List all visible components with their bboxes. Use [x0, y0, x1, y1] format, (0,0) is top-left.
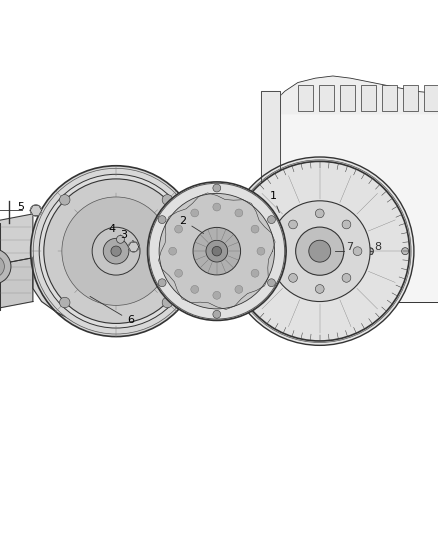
Circle shape [402, 248, 409, 255]
Circle shape [268, 279, 276, 287]
Circle shape [193, 228, 240, 275]
Polygon shape [261, 91, 280, 302]
Text: 4: 4 [108, 224, 120, 235]
Circle shape [289, 220, 297, 229]
Circle shape [309, 240, 331, 262]
Circle shape [206, 240, 228, 262]
Circle shape [268, 216, 276, 223]
Circle shape [401, 248, 408, 255]
Circle shape [60, 297, 70, 308]
Bar [319, 85, 334, 111]
Circle shape [315, 285, 324, 293]
Circle shape [0, 255, 4, 278]
Circle shape [235, 286, 243, 293]
Circle shape [269, 201, 370, 302]
Circle shape [278, 247, 286, 255]
Circle shape [316, 163, 323, 170]
Circle shape [213, 203, 221, 211]
Text: 1: 1 [269, 191, 279, 213]
Circle shape [175, 225, 183, 233]
Circle shape [0, 249, 11, 284]
Text: 5: 5 [18, 203, 30, 213]
Circle shape [128, 241, 139, 252]
Circle shape [315, 209, 324, 218]
Circle shape [251, 225, 259, 233]
Circle shape [39, 174, 193, 328]
Text: 6: 6 [90, 296, 134, 326]
Circle shape [213, 292, 221, 299]
Circle shape [175, 269, 183, 277]
Circle shape [257, 247, 265, 255]
Polygon shape [0, 214, 33, 266]
Text: 3: 3 [120, 230, 134, 241]
Circle shape [158, 216, 166, 223]
Circle shape [162, 195, 173, 205]
Circle shape [226, 157, 414, 345]
Circle shape [149, 183, 285, 319]
Circle shape [212, 246, 222, 256]
Circle shape [111, 246, 121, 256]
Circle shape [274, 174, 281, 181]
Circle shape [235, 209, 243, 217]
Text: 2: 2 [180, 215, 204, 233]
Polygon shape [30, 206, 42, 215]
Circle shape [243, 290, 250, 297]
Circle shape [169, 247, 177, 255]
Bar [298, 85, 313, 111]
Circle shape [390, 205, 397, 212]
Circle shape [342, 273, 351, 282]
Circle shape [289, 273, 297, 282]
Circle shape [31, 166, 201, 336]
Polygon shape [33, 183, 116, 324]
Text: 8: 8 [374, 242, 381, 252]
Circle shape [367, 248, 374, 255]
Circle shape [162, 297, 173, 308]
Polygon shape [261, 91, 438, 302]
Polygon shape [0, 258, 33, 310]
Bar [382, 85, 397, 111]
Circle shape [158, 279, 166, 287]
Circle shape [274, 321, 281, 328]
Circle shape [103, 238, 129, 264]
Circle shape [33, 168, 199, 334]
Bar [403, 85, 418, 111]
Circle shape [390, 290, 397, 297]
Circle shape [213, 310, 221, 318]
Circle shape [159, 193, 275, 309]
Circle shape [359, 174, 366, 181]
Bar [424, 85, 438, 111]
Circle shape [44, 179, 188, 324]
Circle shape [231, 248, 238, 255]
Circle shape [342, 220, 351, 229]
Circle shape [353, 247, 362, 255]
Circle shape [191, 286, 199, 293]
Circle shape [251, 269, 259, 277]
Polygon shape [128, 242, 139, 252]
Circle shape [213, 184, 221, 192]
Circle shape [92, 227, 140, 275]
Circle shape [316, 333, 323, 340]
Circle shape [359, 321, 366, 328]
Circle shape [296, 227, 344, 275]
Circle shape [230, 161, 410, 341]
Circle shape [191, 209, 199, 217]
Bar [361, 85, 376, 111]
Circle shape [117, 236, 124, 243]
Circle shape [30, 205, 42, 216]
Circle shape [62, 197, 170, 305]
Circle shape [243, 205, 250, 212]
Text: 7: 7 [346, 242, 353, 252]
Bar [340, 85, 355, 111]
Circle shape [60, 195, 70, 205]
Circle shape [148, 182, 286, 320]
